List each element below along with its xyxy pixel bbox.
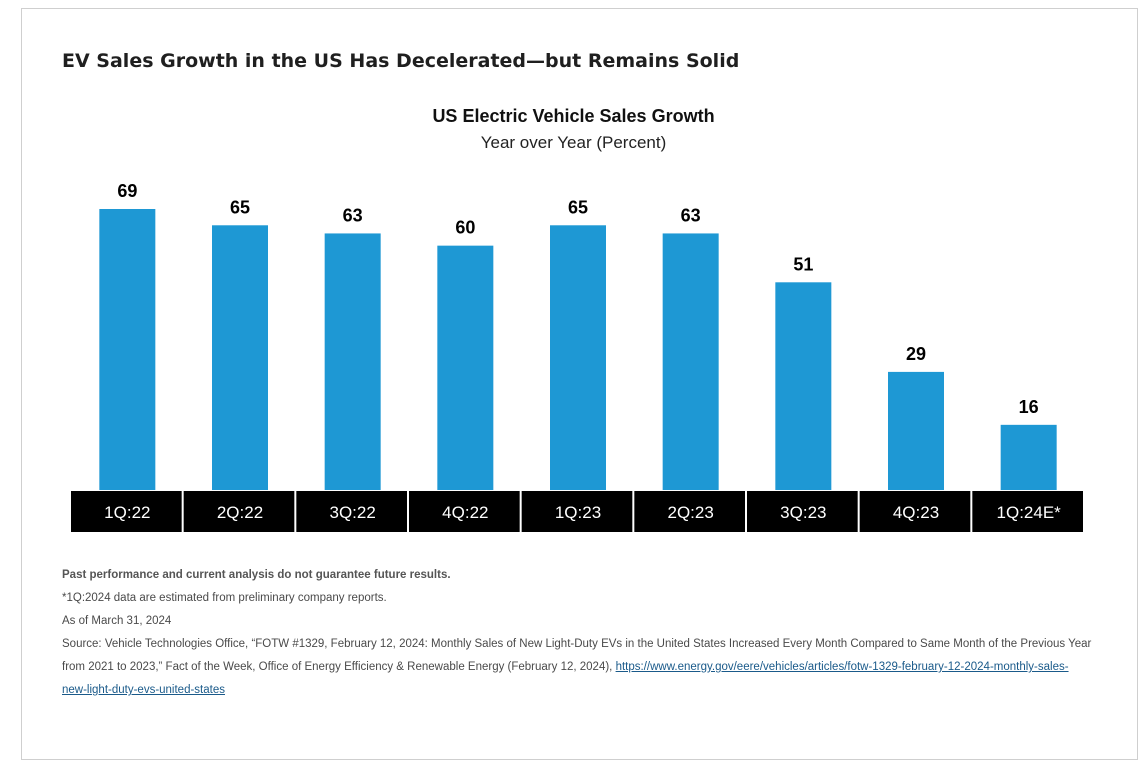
chart-title: US Electric Vehicle Sales Growth (432, 106, 715, 126)
bar (324, 233, 381, 490)
bar (99, 209, 156, 490)
chart-subtitle: Year over Year (Percent) (480, 133, 667, 152)
category-band (521, 491, 633, 532)
bar (888, 371, 944, 490)
category-band (972, 491, 1083, 532)
x-tick-label: 3Q:22 (330, 503, 376, 522)
bar (775, 282, 832, 490)
footnote-text: *1Q:2024 data are estimated from prelimi… (62, 592, 387, 604)
x-tick-label: 1Q:24E* (997, 503, 1062, 522)
x-tick-label: 1Q:22 (104, 503, 150, 522)
category-band (296, 491, 407, 532)
data-label: 69 (117, 181, 137, 201)
as-of-date: As of March 31, 2024 (62, 615, 172, 627)
source-citation: Source: Vehicle Technologies Office, “FO… (62, 633, 1092, 702)
category-band (409, 491, 520, 532)
data-label: 65 (568, 197, 588, 217)
data-label: 29 (906, 344, 926, 364)
category-band (747, 491, 858, 532)
x-tick-label: 2Q:22 (217, 503, 263, 522)
disclaimer-text: Past performance and current analysis do… (62, 569, 451, 581)
data-label: 63 (343, 205, 363, 225)
data-label: 65 (230, 197, 250, 217)
data-label: 60 (455, 218, 475, 238)
bar (437, 245, 494, 490)
bar (550, 225, 606, 490)
x-tick-label: 2Q:23 (668, 503, 714, 522)
data-label: 16 (1019, 397, 1039, 417)
figure-heading: EV Sales Growth in the US Has Decelerate… (62, 50, 740, 72)
bar (662, 233, 719, 490)
data-label: 51 (793, 254, 813, 274)
footnotes: Past performance and current analysis do… (62, 564, 1092, 702)
category-band (634, 491, 745, 532)
x-tick-label: 4Q:23 (893, 503, 939, 522)
category-band (859, 491, 971, 532)
source-text: Source: Vehicle Technologies Office, “FO… (62, 638, 1092, 673)
data-label: 63 (681, 205, 701, 225)
category-band (183, 491, 295, 532)
x-tick-label: 4Q:22 (442, 503, 488, 522)
category-band (71, 491, 182, 532)
bar (212, 225, 268, 490)
x-tick-label: 3Q:23 (780, 503, 826, 522)
bar (1000, 424, 1057, 490)
source-link[interactable]: https://www.energy.gov/eere/vehicles/art… (62, 661, 1069, 696)
x-tick-label: 1Q:23 (555, 503, 601, 522)
